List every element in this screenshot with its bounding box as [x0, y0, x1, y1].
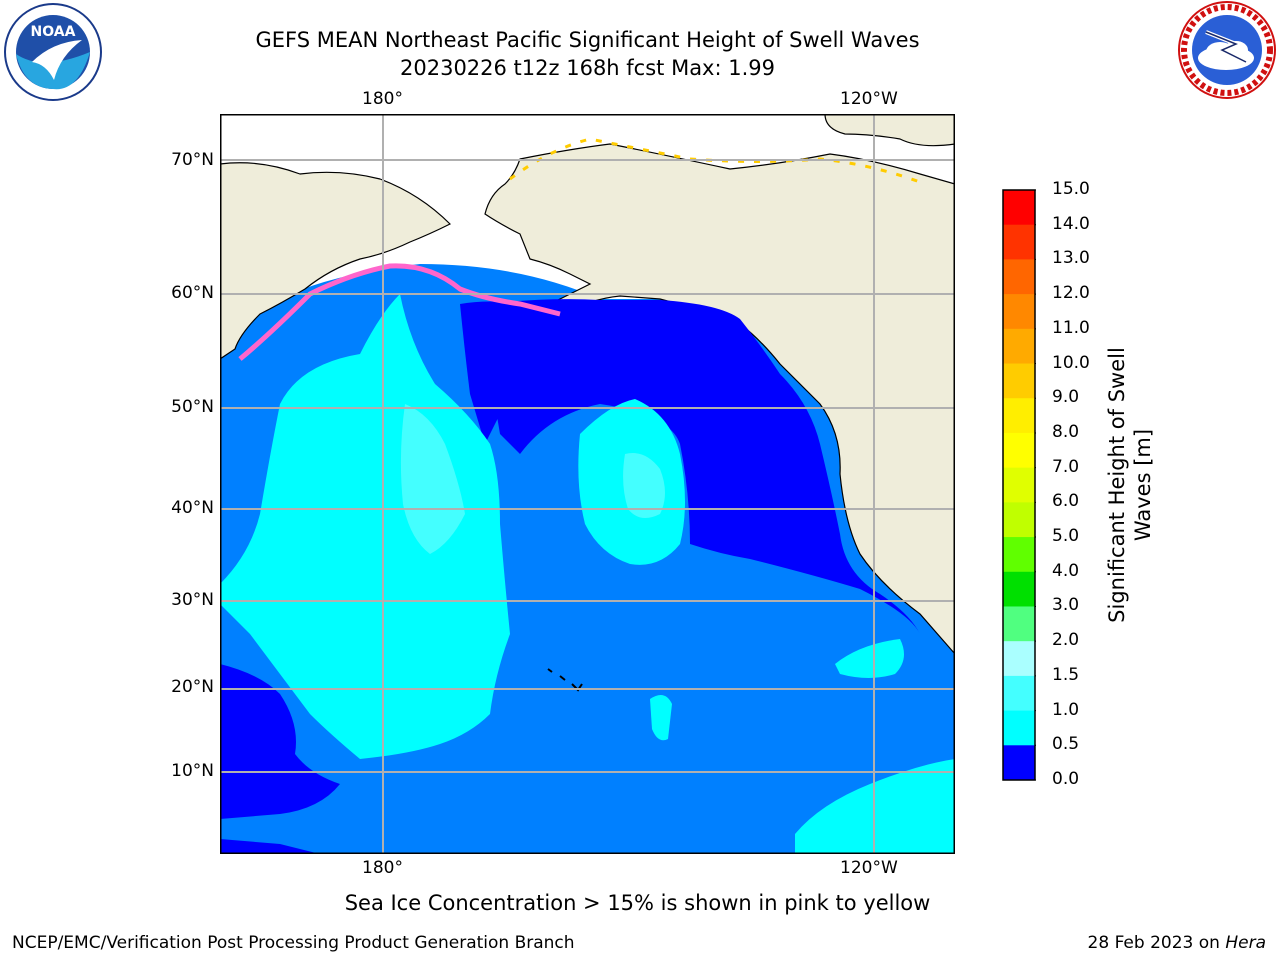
colorbar-label: 5.0 [1052, 526, 1080, 547]
colorbar-segment [1003, 606, 1035, 642]
title-line-1: GEFS MEAN Northeast Pacific Significant … [255, 28, 920, 52]
colorbar-segment [1003, 224, 1035, 260]
noaa-logo-text: NOAA [31, 24, 76, 40]
colorbar [1002, 189, 1036, 781]
colorbar-segment [1003, 537, 1035, 573]
colorbar-segment [1003, 398, 1035, 434]
swell-0-0p5-gulf-alaska [485, 299, 920, 634]
colorbar-border [1002, 189, 1036, 781]
colorbar-label: 15.0 [1052, 179, 1090, 199]
colorbar-segment [1003, 502, 1035, 538]
colorbar-segment [1003, 190, 1035, 226]
footer-date: 28 Feb 2023 on Hera [1088, 933, 1266, 953]
lat-label-30n: 30°N [171, 590, 214, 610]
colorbar-label: 14.0 [1052, 213, 1090, 234]
lat-label-20n: 20°N [171, 677, 214, 697]
colorbar-segment [1003, 641, 1035, 677]
colorbar-segment [1003, 432, 1035, 469]
colorbar-segment [1003, 363, 1035, 399]
colorbar-label: 7.0 [1052, 456, 1080, 477]
colorbar-segment [1003, 259, 1035, 295]
lat-label-50n: 50°N [171, 397, 214, 417]
figure-title: GEFS MEAN Northeast Pacific Significant … [220, 26, 955, 82]
swell-0-0p5-tropical-southwest [220, 839, 320, 854]
noaa-logo-icon: NOAA [4, 3, 102, 101]
lon-label-top-120w: 120°W [840, 89, 898, 109]
colorbar-label: 2.0 [1052, 630, 1080, 651]
footer-host: Hera [1225, 933, 1266, 953]
colorbar-label: 8.0 [1052, 421, 1080, 442]
title-line-2: 20230226 t12z 168h fcst Max: 1.99 [400, 56, 775, 80]
colorbar-segment [1003, 294, 1035, 330]
colorbar-label: 11.0 [1052, 317, 1090, 338]
lat-label-60n: 60°N [171, 283, 214, 303]
swell-1-1p5-hawaii-south [650, 695, 672, 741]
colorbar-segment [1003, 745, 1035, 781]
swell-1-1p5-east-patch [835, 639, 904, 678]
lat-label-40n: 40°N [171, 498, 214, 518]
map-graticule [220, 114, 955, 854]
colorbar-label: 0.5 [1052, 734, 1080, 755]
colorbar-segment [1003, 467, 1035, 503]
colorbar-title-line-2: Waves [m] [1131, 428, 1155, 542]
swell-1-1p5-west-central [220, 294, 510, 759]
colorbar-label: 9.0 [1052, 387, 1080, 408]
colorbar-segment [1003, 328, 1035, 365]
colorbar-label: 1.0 [1052, 699, 1080, 720]
colorbar-label: 4.0 [1052, 560, 1080, 581]
swell-height-map [220, 114, 955, 854]
footer-branch: NCEP/EMC/Verification Post Processing Pr… [12, 933, 575, 953]
nws-logo-icon [1178, 1, 1276, 99]
land-north-america [484, 143, 955, 655]
colorbar-title: Significant Height of Swell Waves [m] [1104, 315, 1156, 655]
sea-ice-bering-edge [238, 263, 561, 361]
colorbar-label: 1.5 [1052, 664, 1080, 685]
colorbar-label: 3.0 [1052, 595, 1080, 616]
colorbar-title-line-1: Significant Height of Swell [1105, 347, 1129, 623]
land-siberia [220, 162, 452, 360]
colorbar-segment [1003, 675, 1035, 712]
swell-1p5-2-west-core [400, 404, 465, 554]
land-arctic-islands [824, 114, 955, 147]
colorbar-label: 6.0 [1052, 491, 1080, 512]
colorbar-label: 13.0 [1052, 248, 1090, 269]
lon-label-bottom-180: 180° [362, 858, 403, 878]
colorbar-segment [1003, 710, 1035, 746]
footer-date-text: 28 Feb 2023 on [1087, 933, 1226, 953]
swell-1p5-2-central-core [623, 453, 665, 518]
lon-label-bottom-120w: 120°W [840, 858, 898, 878]
swell-0-0p5-tropical-west [220, 664, 340, 819]
colorbar-label: 12.0 [1052, 283, 1090, 304]
lat-label-70n: 70°N [171, 150, 214, 170]
lat-label-10n: 10°N [171, 761, 214, 781]
colorbar-label: 10.0 [1052, 352, 1090, 373]
colorbar-segment [1003, 571, 1035, 607]
sea-ice-note: Sea Ice Concentration > 15% is shown in … [344, 891, 931, 915]
colorbar-label: 0.0 [1052, 769, 1080, 789]
lon-label-top-180: 180° [362, 89, 403, 109]
